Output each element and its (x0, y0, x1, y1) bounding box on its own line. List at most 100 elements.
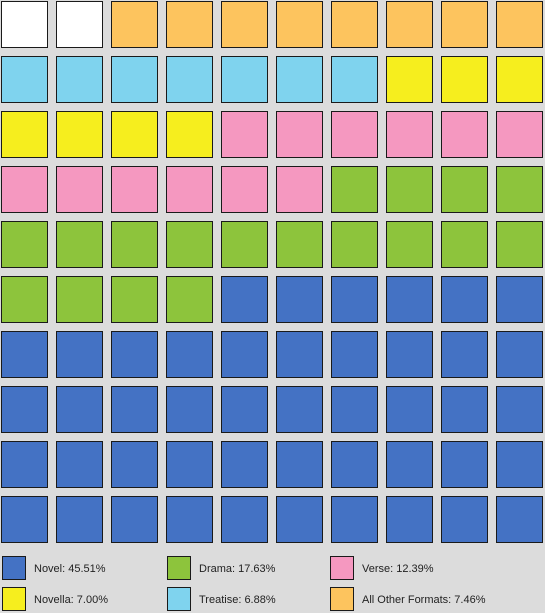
waffle-cell-novel (221, 386, 268, 433)
waffle-cell-novel (276, 276, 323, 323)
waffle-cell-drama (221, 221, 268, 268)
waffle-cell-verse (1, 166, 48, 213)
waffle-cell-novel (111, 386, 158, 433)
waffle-cell-drama (496, 221, 543, 268)
waffle-cell-treatise (331, 56, 378, 103)
waffle-cell-novella (496, 56, 543, 103)
waffle-cell-novel (496, 441, 543, 488)
waffle-cell-novel (276, 331, 323, 378)
waffle-cell-novel (496, 276, 543, 323)
waffle-cell-novel (386, 441, 433, 488)
waffle-cell-verse (221, 166, 268, 213)
waffle-cell-treatise (1, 56, 48, 103)
legend-label-treatise: Treatise: 6.88% (199, 594, 276, 606)
waffle-cell-novel (276, 441, 323, 488)
waffle-cell-novel (56, 386, 103, 433)
legend-label-verse: Verse: 12.39% (362, 563, 434, 575)
waffle-cell-novel (56, 496, 103, 543)
waffle-cell-drama (441, 221, 488, 268)
waffle-cell-novel (221, 441, 268, 488)
waffle-cell-verse (386, 111, 433, 158)
waffle-cell-novel (441, 331, 488, 378)
waffle-cell-treatise (221, 56, 268, 103)
waffle-cell-drama (386, 221, 433, 268)
waffle-cell-novel (1, 496, 48, 543)
waffle-cell-novella (1, 111, 48, 158)
waffle-cell-drama (331, 221, 378, 268)
waffle-cell-all-other-formats (496, 1, 543, 48)
waffle-cell-novel (166, 331, 213, 378)
waffle-cell-novel (1, 331, 48, 378)
waffle-cell-drama (276, 221, 323, 268)
legend-label-drama: Drama: 17.63% (199, 563, 276, 575)
waffle-cell-drama (56, 276, 103, 323)
waffle-cell-drama (386, 166, 433, 213)
waffle-cell-novel (441, 276, 488, 323)
waffle-cell-novel (111, 496, 158, 543)
waffle-cell-novel (1, 441, 48, 488)
waffle-cell-novel (441, 441, 488, 488)
waffle-cell-treatise (166, 56, 213, 103)
waffle-cell-novel (1, 386, 48, 433)
waffle-cell-treatise (56, 56, 103, 103)
waffle-cell-novel (441, 496, 488, 543)
waffle-cell-novella (441, 56, 488, 103)
waffle-cell-all-other-formats (166, 1, 213, 48)
waffle-cell-drama (441, 166, 488, 213)
waffle-cell-drama (56, 221, 103, 268)
waffle-cell-verse (111, 166, 158, 213)
waffle-cell-novel (221, 276, 268, 323)
waffle-cell-novella (166, 111, 213, 158)
waffle-cell-unfilled (1, 1, 48, 48)
waffle-cell-novel (386, 496, 433, 543)
waffle-cell-novel (111, 331, 158, 378)
waffle-cell-all-other-formats (441, 1, 488, 48)
legend-swatch-drama (167, 556, 191, 580)
waffle-cell-novella (56, 111, 103, 158)
waffle-cell-novella (386, 56, 433, 103)
waffle-cell-novel (331, 386, 378, 433)
waffle-cell-drama (111, 221, 158, 268)
waffle-cell-novel (331, 331, 378, 378)
waffle-cell-all-other-formats (331, 1, 378, 48)
legend-label-all-other-formats: All Other Formats: 7.46% (362, 594, 486, 606)
waffle-cell-treatise (111, 56, 158, 103)
waffle-cell-novel (386, 386, 433, 433)
legend-swatch-verse (330, 556, 354, 580)
legend-label-novel: Novel: 45.51% (34, 563, 106, 575)
waffle-cell-novella (111, 111, 158, 158)
waffle-cell-verse (441, 111, 488, 158)
legend-swatch-novel (2, 556, 26, 580)
waffle-cell-novel (331, 276, 378, 323)
waffle-cell-novel (276, 386, 323, 433)
waffle-cell-novel (56, 331, 103, 378)
waffle-cell-novel (166, 441, 213, 488)
waffle-cell-all-other-formats (111, 1, 158, 48)
legend-swatch-treatise (167, 587, 191, 611)
waffle-cell-verse (496, 111, 543, 158)
waffle-cell-verse (221, 111, 268, 158)
waffle-cell-drama (1, 221, 48, 268)
waffle-cell-novel (56, 441, 103, 488)
waffle-cell-novel (221, 331, 268, 378)
waffle-cell-treatise (276, 56, 323, 103)
waffle-cell-novel (331, 441, 378, 488)
waffle-cell-novel (276, 496, 323, 543)
waffle-cell-drama (166, 221, 213, 268)
waffle-chart (1, 1, 543, 543)
waffle-cell-verse (56, 166, 103, 213)
waffle-cell-drama (496, 166, 543, 213)
waffle-cell-novel (221, 496, 268, 543)
waffle-cell-verse (276, 166, 323, 213)
waffle-cell-verse (331, 111, 378, 158)
legend-swatch-novella (2, 587, 26, 611)
waffle-cell-drama (331, 166, 378, 213)
waffle-cell-all-other-formats (221, 1, 268, 48)
waffle-cell-novel (441, 386, 488, 433)
waffle-cell-verse (166, 166, 213, 213)
waffle-cell-novel (496, 496, 543, 543)
legend-label-novella: Novella: 7.00% (34, 594, 108, 606)
waffle-cell-novel (386, 276, 433, 323)
waffle-cell-novel (496, 386, 543, 433)
waffle-cell-novel (496, 331, 543, 378)
